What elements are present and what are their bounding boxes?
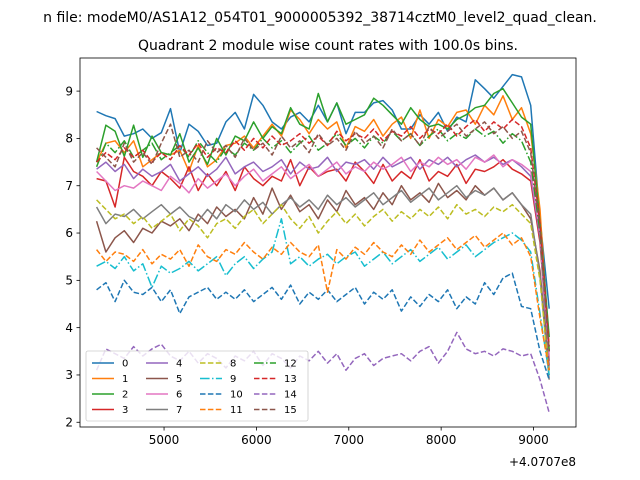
legend-label-14: 14: [284, 390, 297, 401]
plot-area: 5000 6000 7000 8000 900023456789012345678910…: [65, 57, 577, 447]
x-tick-label: 7000: [334, 433, 365, 447]
y-tick-label: 9: [65, 84, 73, 98]
legend-label-6: 6: [176, 390, 182, 401]
series-line-11: [96, 232, 550, 371]
x-tick-label: 8000: [426, 433, 457, 447]
series-line-3: [96, 156, 550, 361]
series-line-0: [96, 73, 550, 309]
series-line-8: [96, 199, 550, 376]
series-line-6: [96, 154, 550, 357]
axes-frame: [79, 57, 577, 428]
series-line-7: [95, 184, 550, 380]
legend-label-9: 9: [230, 374, 236, 385]
legend-label-10: 10: [230, 390, 243, 401]
legend-label-4: 4: [176, 359, 182, 370]
series-group: [95, 73, 550, 414]
y-tick-label: 7: [65, 179, 73, 193]
y-tick-label: 6: [65, 226, 73, 240]
series-line-13: [96, 118, 550, 347]
series-line-12: [95, 128, 550, 352]
y-tick-label: 5: [65, 274, 73, 288]
series-line-15: [96, 121, 550, 352]
series-line-4: [96, 154, 550, 366]
y-tick-label: 2: [65, 415, 73, 429]
x-tick-label: 9000: [518, 433, 549, 447]
x-tick-label: 5000: [149, 433, 180, 447]
legend-label-0: 0: [122, 359, 128, 370]
series-line-1: [95, 95, 550, 352]
legend-label-3: 3: [122, 405, 128, 416]
y-tick-label: 3: [65, 368, 73, 382]
series-line-5: [95, 182, 550, 371]
series-line-10: [96, 272, 550, 380]
legend-label-12: 12: [284, 359, 297, 370]
legend-label-8: 8: [230, 359, 236, 370]
y-tick-label: 8: [65, 132, 73, 146]
legend-label-7: 7: [176, 405, 182, 416]
series-line-9: [96, 218, 550, 376]
legend-label-2: 2: [122, 390, 128, 401]
figure-suptitle: n file: modeM0/AS1A12_054T01_9000005392_…: [43, 10, 597, 26]
legend-box: [85, 350, 309, 422]
legend-label-1: 1: [122, 374, 128, 385]
y-tick-label: 4: [65, 321, 73, 335]
x-offset-label: +4.0707e8: [509, 455, 576, 469]
legend-label-5: 5: [176, 374, 182, 385]
chart-title: Quadrant 2 module wise count rates with …: [138, 38, 518, 54]
legend-label-15: 15: [284, 405, 297, 416]
legend-label-13: 13: [284, 374, 297, 385]
x-tick-label: 6000: [241, 433, 272, 447]
legend-label-11: 11: [230, 405, 243, 416]
